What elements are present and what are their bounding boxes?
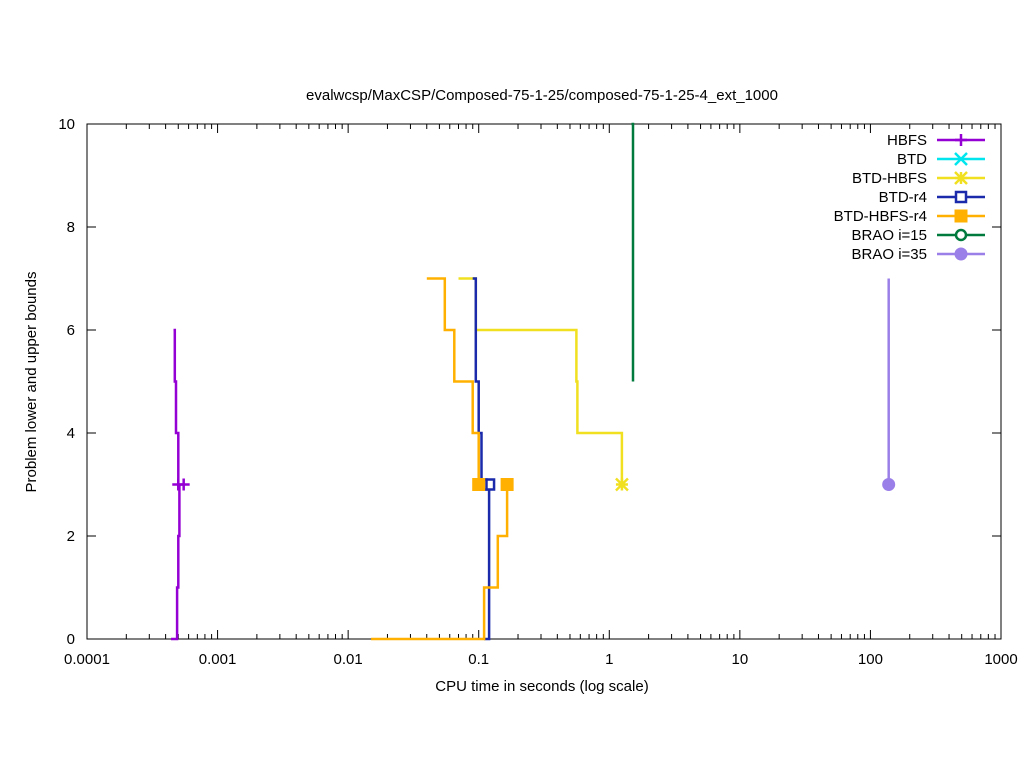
y-tick-label: 10 <box>58 116 75 133</box>
legend-marker <box>954 171 968 185</box>
legend-label: BTD <box>897 151 927 168</box>
legend-marker <box>954 209 968 223</box>
chart-title: evalwcsp/MaxCSP/Composed-75-1-25/compose… <box>306 87 778 104</box>
marker-shape <box>954 209 968 223</box>
marker-shape <box>472 478 486 491</box>
x-axis-title: CPU time in seconds (log scale) <box>435 678 648 695</box>
x-tick-label: 10 <box>732 651 749 668</box>
legend-entry-btd-r4: BTD-r4 <box>879 189 985 206</box>
legend-entry-btd-hbfs-r4: BTD-HBFS-r4 <box>834 208 985 225</box>
x-tick-label: 1 <box>605 651 613 668</box>
plot-border <box>86 123 1002 640</box>
x-tick-label: 0.1 <box>468 651 489 668</box>
series-final-point-btd-hbfs-r4 <box>500 478 514 491</box>
series-upper-end-point-hbfs <box>172 478 185 491</box>
series-upper-line-btd-r4 <box>472 277 483 485</box>
legend-label: BTD-HBFS-r4 <box>834 208 927 225</box>
x-tick-label: 0.001 <box>199 651 237 668</box>
legend-marker <box>954 247 968 261</box>
marker-shape <box>954 247 968 261</box>
y-axis-title: Problem lower and upper bounds <box>23 272 40 493</box>
legend-marker <box>954 152 968 166</box>
legend-marker <box>954 228 968 242</box>
series-upper-line-btd-hbfs-r4 <box>426 277 480 485</box>
series-final-point-brao-i-35 <box>882 478 896 491</box>
legend-entry-btd-hbfs: BTD-HBFS <box>852 170 985 187</box>
marker-stroke <box>954 152 968 166</box>
series-final-point-btd-hbfs <box>615 477 629 492</box>
series-upper-line-brao-i-15 <box>631 122 635 382</box>
legend-entry-brao-i-35: BRAO i=35 <box>852 246 985 263</box>
legend-label: BRAO i=15 <box>852 227 927 244</box>
legend-entry-hbfs: HBFS <box>887 132 985 149</box>
marker-shape <box>954 228 968 242</box>
x-tick-label: 1000 <box>984 651 1017 668</box>
legend-marker <box>954 190 968 204</box>
y-tick-label: 2 <box>67 528 75 545</box>
marker-shape <box>954 190 968 204</box>
marker-shape <box>500 478 514 491</box>
legend: HBFS BTD BTD-HBFS BTD-r4 BTD-HBFS-r4 BRAO i=1… <box>834 132 985 263</box>
series-lower-line-btd-r4 <box>484 484 491 641</box>
marker-shape <box>882 478 896 491</box>
series-layer <box>171 122 896 641</box>
marker-stroke <box>615 477 629 492</box>
legend-label: HBFS <box>887 132 927 149</box>
series-lower-line-btd-hbfs-r4 <box>371 484 509 641</box>
legend-label: BTD-HBFS <box>852 170 927 187</box>
y-tick-label: 6 <box>67 322 75 339</box>
series-btd-hbfs-r4 <box>371 277 514 641</box>
y-tick-label: 0 <box>67 631 75 648</box>
y-tick-label: 4 <box>67 425 75 442</box>
series-lower-line-hbfs <box>171 484 181 641</box>
x-tick-label: 0.01 <box>334 651 363 668</box>
series-upper-end-point-btd-hbfs-r4 <box>472 478 486 491</box>
series-brao-i-35 <box>882 278 896 491</box>
y-tick-label: 8 <box>67 219 75 236</box>
x-tick-label: 0.0001 <box>64 651 110 668</box>
x-tick-label: 100 <box>858 651 883 668</box>
axes: 0.0001 0.001 0.01 0.1 1 10 100 1000 0 2 4 6 8 10 <box>58 116 1017 668</box>
legend-entry-brao-i-15: BRAO i=15 <box>852 227 985 244</box>
legend-marker <box>955 134 967 146</box>
series-brao-i-15 <box>631 122 635 382</box>
series-upper-line-hbfs <box>173 328 180 485</box>
marker-stroke <box>954 171 968 185</box>
legend-entry-btd: BTD <box>897 151 985 168</box>
legend-label: BRAO i=35 <box>852 246 927 263</box>
legend-label: BTD-r4 <box>879 189 927 206</box>
